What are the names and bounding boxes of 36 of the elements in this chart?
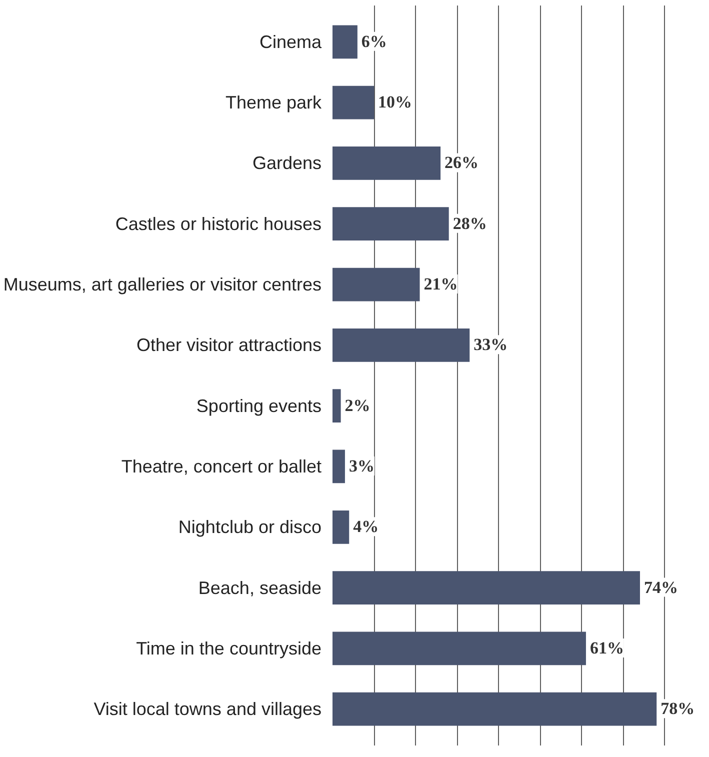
bar [332,450,345,484]
y-tick-label: Time in the countryside [136,638,322,658]
data-label: 78% [660,699,695,718]
bar [332,146,441,180]
bar [332,571,640,604]
data-label: 10% [378,92,412,112]
y-tick-label: Castles or historic houses [115,214,322,234]
y-tick-label: Theme park [225,92,322,113]
data-label: 21% [424,274,458,294]
bar [332,268,420,302]
y-tick-label: Gardens [252,153,322,174]
data-label: 2% [344,396,370,415]
data-label: 4% [353,517,379,536]
data-label: 6% [361,32,387,51]
data-label: 26% [444,153,479,172]
bar [332,86,374,120]
y-tick-label: Sporting events [196,396,322,416]
data-label: 61% [590,638,624,658]
data-label: 74% [644,578,678,597]
y-tick-label: Beach, seaside [198,578,322,598]
data-label: 28% [452,214,487,233]
y-tick-label: Museums, art galleries or visitor centres [3,274,322,295]
bar [332,25,358,59]
data-label: 33% [474,335,508,354]
bar [332,692,657,726]
bar [332,207,449,241]
bar [332,510,350,544]
y-tick-label: Other visitor attractions [136,335,322,356]
y-tick-label: Visit local towns and villages [94,699,322,720]
bar [332,389,341,423]
bar [332,328,470,362]
data-label: 3% [348,456,374,476]
bar [332,632,586,666]
y-tick-label: Nightclub or disco [178,517,322,538]
y-tick-label: Cinema [259,32,322,52]
y-tick-label: Theatre, concert or ballet [121,456,322,476]
